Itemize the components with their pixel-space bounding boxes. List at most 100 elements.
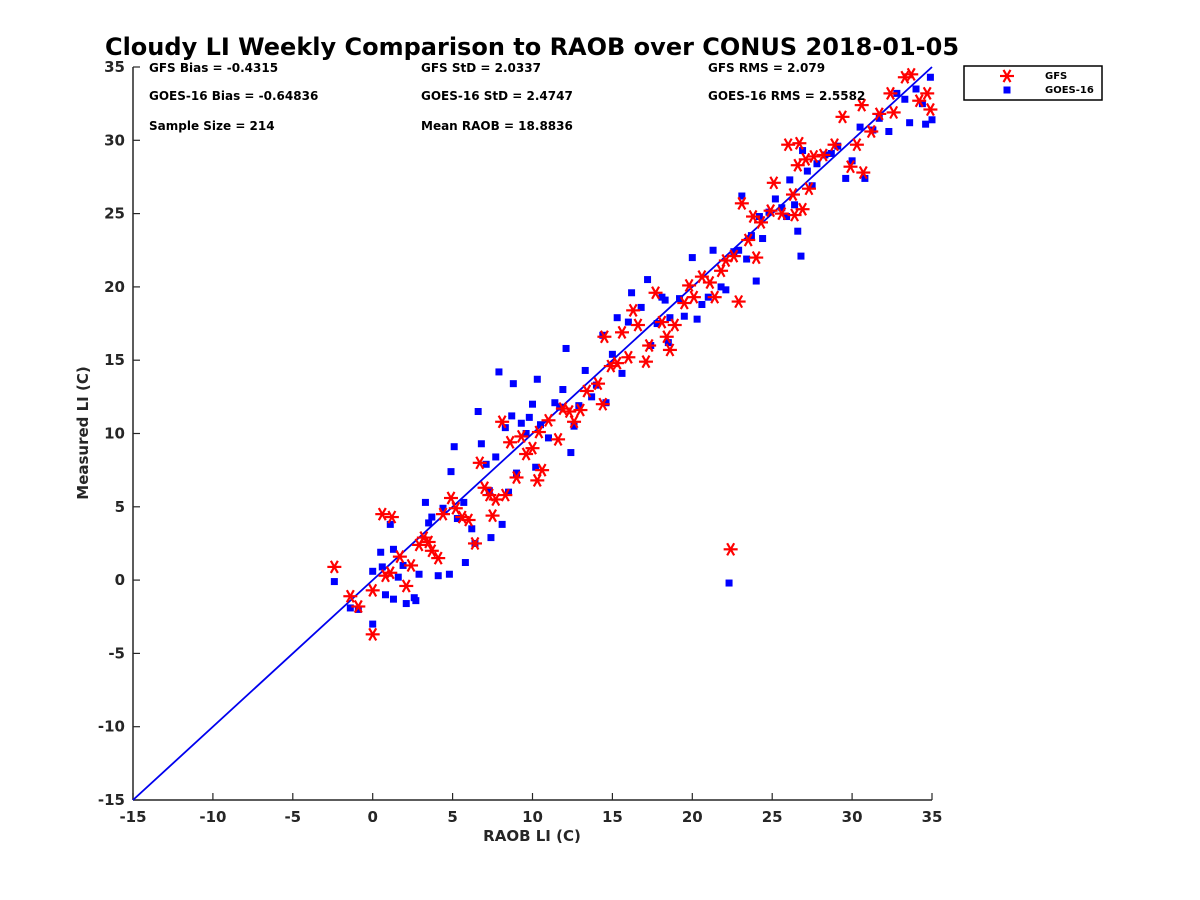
goes-16-point	[722, 286, 730, 294]
gfs-point	[686, 290, 701, 304]
one-to-one-line	[132, 66, 933, 801]
goes-16-point	[447, 468, 455, 476]
goes-16-point	[918, 100, 926, 108]
gfs-point	[541, 413, 556, 427]
gfs-point	[638, 355, 653, 369]
stat-goes-rms: GOES-16 RMS = 2.5582	[708, 89, 865, 103]
goes-16-point	[698, 300, 706, 308]
gfs-point	[766, 176, 781, 190]
goes-16-point	[926, 73, 934, 81]
gfs-point	[485, 508, 500, 523]
goes-16-point	[551, 399, 559, 407]
gfs-point	[912, 94, 927, 108]
x-tick-label: 35	[922, 808, 943, 826]
gfs-point	[734, 196, 749, 210]
x-axis-label: RAOB LI (C)	[483, 827, 581, 845]
goes-16-point	[354, 605, 362, 613]
goes-16-point	[513, 469, 521, 477]
goes-16-point	[834, 142, 842, 150]
goes-16-point	[509, 380, 517, 388]
goes-16-point	[624, 318, 632, 326]
goes-16-point	[875, 114, 883, 122]
y-tick-label: 0	[115, 571, 125, 589]
goes-16-point	[608, 350, 616, 358]
gfs-point	[384, 510, 399, 524]
x-tick-label: -5	[284, 808, 301, 826]
goes-16-point	[412, 597, 420, 605]
goes-16-point	[717, 283, 725, 291]
gfs-point	[872, 107, 887, 121]
gfs-point	[920, 86, 935, 101]
stat-gfs-rms: GFS RMS = 2.079	[708, 61, 825, 75]
gfs-point	[421, 535, 436, 549]
gfs-point	[642, 338, 657, 353]
goes-16-point	[693, 315, 701, 323]
goes-16-point	[389, 545, 397, 553]
legend-gfs-asterisk	[1000, 69, 1014, 83]
gfs-point	[495, 415, 510, 429]
goes-16-point	[505, 488, 513, 496]
goes-16-point	[664, 339, 672, 347]
goes-16-point	[688, 254, 696, 262]
goes-16-point	[508, 412, 516, 420]
gfs-point	[467, 536, 482, 551]
goes-16-point	[544, 434, 552, 442]
gfs-point	[327, 560, 342, 574]
gfs-point	[806, 149, 821, 164]
gfs-point	[677, 296, 692, 310]
gfs-point	[763, 204, 778, 218]
goes-16-point	[602, 399, 610, 407]
gfs-point	[461, 513, 476, 527]
goes-16-point	[495, 368, 503, 376]
gfs-point	[648, 286, 663, 300]
gfs-point	[610, 356, 625, 370]
goes-16-point	[618, 369, 626, 377]
goes-16-point	[529, 400, 536, 408]
gfs-point	[448, 501, 463, 515]
goes-16-point	[381, 591, 389, 599]
goes-16-point	[556, 403, 564, 411]
gfs-point	[731, 294, 746, 309]
gfs-point	[827, 138, 842, 152]
goes-16-point	[794, 227, 802, 235]
gfs-point	[351, 599, 366, 614]
gfs-point	[509, 470, 524, 485]
y-axis-label: Measured LI (C)	[74, 366, 92, 499]
gfs-point	[535, 463, 550, 477]
goes-16-point	[783, 213, 791, 221]
gfs-point	[579, 384, 594, 398]
x-tick-label: 15	[602, 808, 623, 826]
goes-16-point	[725, 579, 733, 587]
gfs-point	[621, 350, 636, 364]
y-tick-label: -10	[98, 718, 125, 736]
gfs-point	[662, 343, 677, 357]
stat-goes-std: GOES-16 StD = 2.4747	[421, 89, 573, 103]
goes-16-point	[477, 440, 485, 448]
gfs-point	[365, 583, 380, 597]
gfs-point	[630, 318, 645, 332]
goes-16-point	[588, 393, 596, 401]
goes-16-point	[778, 204, 786, 212]
goes-16-point	[661, 296, 669, 304]
goes-16-point	[453, 515, 461, 523]
goes-16-point	[567, 449, 575, 457]
x-axis-ticks: -15 -10 -5 0 5 10 15 20 25 30 35	[119, 793, 942, 826]
gfs-point	[614, 325, 629, 339]
goes-16-point	[861, 174, 869, 182]
gfs-point	[488, 492, 503, 507]
goes-16-point	[813, 160, 821, 168]
goes-16-point	[680, 312, 688, 320]
gfs-point	[383, 566, 398, 580]
x-tick-label: 5	[447, 808, 457, 826]
goes-16-point	[613, 314, 621, 322]
goes-16-point	[842, 174, 850, 182]
goes-16-point	[803, 167, 811, 175]
goes-16-point	[709, 246, 717, 254]
goes-16-point	[532, 463, 540, 471]
goes-16-point	[536, 421, 544, 429]
y-tick-label: 30	[104, 131, 125, 149]
gfs-point	[365, 627, 380, 641]
gfs-point	[436, 507, 451, 521]
chart-title: Cloudy LI Weekly Comparison to RAOB over…	[105, 33, 959, 61]
